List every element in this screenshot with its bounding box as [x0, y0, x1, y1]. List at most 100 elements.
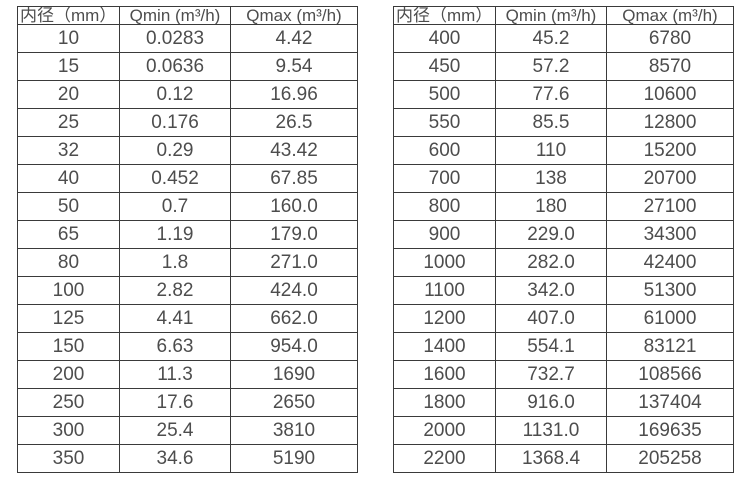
table-row: 1100 342.0 51300: [393, 276, 734, 305]
qmin-cell: 732.7: [495, 360, 607, 389]
table-row: 150 6.63 954.0: [17, 332, 358, 361]
table-row: 32 0.29 43.42: [17, 136, 358, 165]
qmax-cell: 20700: [606, 164, 734, 193]
diameter-cell: 65: [17, 220, 120, 249]
diameter-cell: 25: [17, 108, 120, 137]
qmax-cell: 67.85: [230, 164, 358, 193]
diameter-cell: 2000: [393, 416, 496, 445]
qmin-cell: 1131.0: [495, 416, 607, 445]
qmax-cell: 43.42: [230, 136, 358, 165]
qmin-cell: 282.0: [495, 248, 607, 277]
qmax-cell: 160.0: [230, 192, 358, 221]
header-cell-2: Qmax (m³/h): [230, 6, 358, 25]
table-body: 10 0.0283 4.42 15 0.0636 9.54 20 0.12 16.96 25 0.1…: [17, 24, 358, 473]
qmin-cell: 229.0: [495, 220, 607, 249]
diameter-cell: 350: [17, 444, 120, 473]
qmin-cell: 407.0: [495, 304, 607, 333]
table-row: 350 34.6 5190: [17, 444, 358, 473]
qmax-cell: 10600: [606, 80, 734, 109]
table-header: 内径（mm） Qmin (m³/h) Qmax (m³/h): [393, 6, 734, 25]
qmin-cell: 17.6: [119, 388, 231, 417]
header-cell-0: 内径（mm）: [17, 6, 120, 25]
diameter-cell: 80: [17, 248, 120, 277]
diameter-cell: 50: [17, 192, 120, 221]
qmax-cell: 42400: [606, 248, 734, 277]
qmin-cell: 110: [495, 136, 607, 165]
qmax-cell: 15200: [606, 136, 734, 165]
qmax-cell: 26.5: [230, 108, 358, 137]
diameter-cell: 20: [17, 80, 120, 109]
diameter-cell: 1400: [393, 332, 496, 361]
table-row: 800 180 27100: [393, 192, 734, 221]
qmax-cell: 1690: [230, 360, 358, 389]
diameter-cell: 300: [17, 416, 120, 445]
diameter-cell: 800: [393, 192, 496, 221]
qmin-cell: 0.452: [119, 164, 231, 193]
qmin-cell: 1.8: [119, 248, 231, 277]
qmin-cell: 1.19: [119, 220, 231, 249]
qmin-cell: 11.3: [119, 360, 231, 389]
table-row: 500 77.6 10600: [393, 80, 734, 109]
diameter-cell: 1200: [393, 304, 496, 333]
qmin-cell: 0.7: [119, 192, 231, 221]
diameter-cell: 150: [17, 332, 120, 361]
qmin-cell: 45.2: [495, 24, 607, 53]
diameter-cell: 550: [393, 108, 496, 137]
diameter-cell: 1800: [393, 388, 496, 417]
qmin-cell: 77.6: [495, 80, 607, 109]
qmax-cell: 27100: [606, 192, 734, 221]
qmax-cell: 61000: [606, 304, 734, 333]
table-row: 15 0.0636 9.54: [17, 52, 358, 81]
diameter-cell: 1000: [393, 248, 496, 277]
diameter-cell: 125: [17, 304, 120, 333]
flow-table-small-diameters: 内径（mm） Qmin (m³/h) Qmax (m³/h) 10 0.0283 4.4…: [17, 6, 358, 473]
qmin-cell: 4.41: [119, 304, 231, 333]
table-row: 2000 1131.0 169635: [393, 416, 734, 445]
qmax-cell: 3810: [230, 416, 358, 445]
qmin-cell: 342.0: [495, 276, 607, 305]
table-row: 40 0.452 67.85: [17, 164, 358, 193]
diameter-cell: 100: [17, 276, 120, 305]
qmax-cell: 34300: [606, 220, 734, 249]
qmax-cell: 271.0: [230, 248, 358, 277]
qmax-cell: 205258: [606, 444, 734, 473]
qmin-cell: 34.6: [119, 444, 231, 473]
qmax-cell: 12800: [606, 108, 734, 137]
diameter-cell: 250: [17, 388, 120, 417]
diameter-cell: 10: [17, 24, 120, 53]
table-row: 1600 732.7 108566: [393, 360, 734, 389]
qmax-cell: 169635: [606, 416, 734, 445]
qmax-cell: 6780: [606, 24, 734, 53]
qmax-cell: 179.0: [230, 220, 358, 249]
table-row: 125 4.41 662.0: [17, 304, 358, 333]
table-row: 10 0.0283 4.42: [17, 24, 358, 53]
diameter-cell: 2200: [393, 444, 496, 473]
diameter-cell: 600: [393, 136, 496, 165]
qmin-cell: 6.63: [119, 332, 231, 361]
qmax-cell: 108566: [606, 360, 734, 389]
header-cell-1: Qmin (m³/h): [495, 6, 607, 25]
header-cell-0: 内径（mm）: [393, 6, 496, 25]
qmax-cell: 5190: [230, 444, 358, 473]
diameter-cell: 400: [393, 24, 496, 53]
table-row: 1400 554.1 83121: [393, 332, 734, 361]
qmin-cell: 554.1: [495, 332, 607, 361]
diameter-cell: 450: [393, 52, 496, 81]
qmax-cell: 662.0: [230, 304, 358, 333]
qmax-cell: 954.0: [230, 332, 358, 361]
diameter-cell: 700: [393, 164, 496, 193]
qmax-cell: 4.42: [230, 24, 358, 53]
table-row: 450 57.2 8570: [393, 52, 734, 81]
qmin-cell: 0.176: [119, 108, 231, 137]
qmin-cell: 138: [495, 164, 607, 193]
qmax-cell: 8570: [606, 52, 734, 81]
table-row: 900 229.0 34300: [393, 220, 734, 249]
header-row: 内径（mm） Qmin (m³/h) Qmax (m³/h): [393, 6, 734, 25]
table-row: 20 0.12 16.96: [17, 80, 358, 109]
qmin-cell: 2.82: [119, 276, 231, 305]
qmin-cell: 57.2: [495, 52, 607, 81]
table-row: 600 110 15200: [393, 136, 734, 165]
table-row: 100 2.82 424.0: [17, 276, 358, 305]
header-cell-2: Qmax (m³/h): [606, 6, 734, 25]
